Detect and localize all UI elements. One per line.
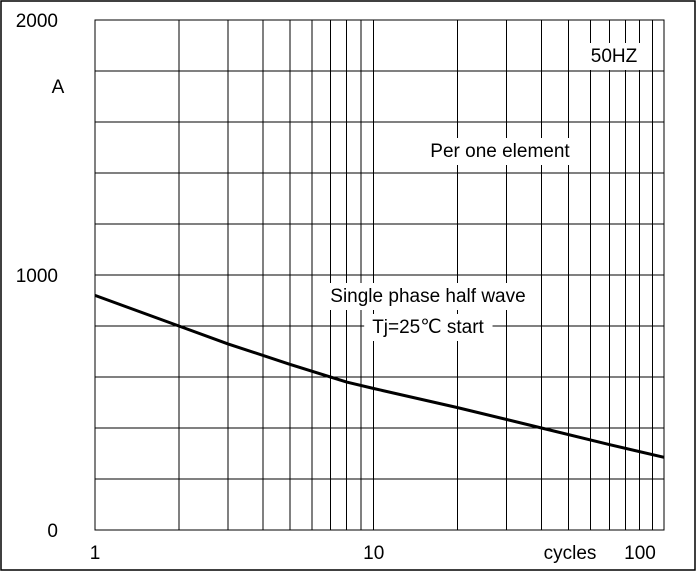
annotation-background [322,283,534,310]
annotation-waveform: Single phase half wave [330,286,525,307]
annotation-frequency: 50HZ [591,46,638,67]
annotation-backgrounds [322,43,646,341]
annotation-background [582,43,646,70]
grid [94,19,664,530]
y-axis-label: A [52,77,65,98]
series-line-surge-current [94,293,665,459]
annotation-junction-temp: Tj=25℃ start [372,317,484,338]
y-tick-label: 0 [47,521,58,542]
series-layer [94,293,665,459]
x-tick-label: 1 [90,543,101,564]
annotation-background [422,138,579,165]
x-tick-label: 10 [363,543,384,564]
axes [94,19,665,531]
annotation-background [364,314,493,341]
y-tick-label: 2000 [16,11,58,32]
plot-border [94,19,665,531]
x-tick-label: 100 [624,543,656,564]
y-tick-label: 1000 [16,266,58,287]
annotation-per-element: Per one element [430,141,570,162]
x-axis-label: cycles [544,543,597,564]
